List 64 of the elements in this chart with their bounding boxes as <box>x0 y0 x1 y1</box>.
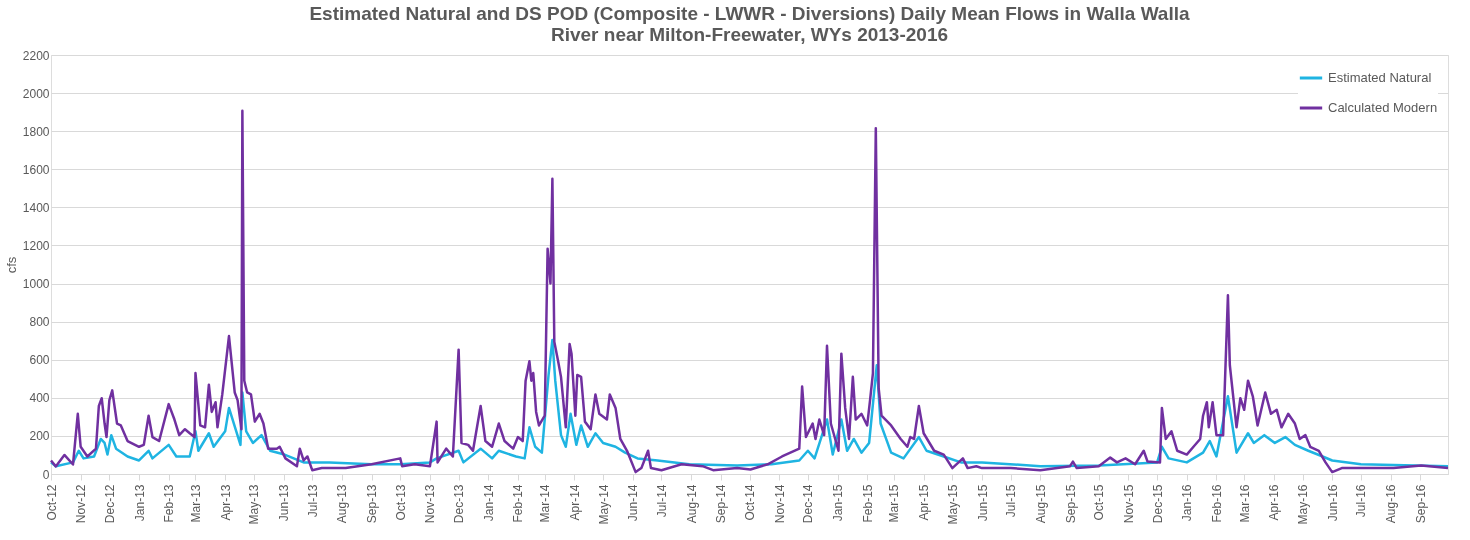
x-tick-label: May-13 <box>247 484 262 525</box>
x-tick-label: Jan-15 <box>831 484 846 522</box>
x-tick-label: Jul-14 <box>654 484 669 518</box>
y-tick-label: 1200 <box>22 238 50 253</box>
y-tick-label: 1400 <box>22 200 50 215</box>
x-tick-label: Oct-15 <box>1092 484 1107 521</box>
x-tick-label: Sep-14 <box>714 484 729 524</box>
x-tick-label: Dec-12 <box>102 484 117 524</box>
x-tick-label: Jul-15 <box>1004 484 1019 518</box>
x-tick-label: May-16 <box>1296 484 1311 525</box>
x-tick-label: Mar-15 <box>887 484 902 523</box>
x-tick-label: Oct-13 <box>393 484 408 521</box>
x-tick-label: Aug-13 <box>335 484 350 524</box>
x-tick-label: Aug-14 <box>684 484 699 524</box>
y-tick-label: 2200 <box>22 48 50 63</box>
x-tick-label: Jan-16 <box>1180 484 1195 522</box>
y-tick-label: 2000 <box>22 86 50 101</box>
x-tick-label: Feb-13 <box>162 484 177 523</box>
x-tick-label: Apr-15 <box>917 484 932 521</box>
x-tick-label: Apr-16 <box>1267 484 1282 521</box>
y-tick-label: 600 <box>29 353 50 368</box>
x-tick-label: Dec-14 <box>801 484 816 524</box>
legend-label: Calculated Modern <box>1328 100 1438 115</box>
x-tick-label: Jan-13 <box>132 484 147 522</box>
x-tick-label: Jun-16 <box>1325 484 1340 522</box>
x-tick-label: Jul-13 <box>305 484 320 518</box>
x-tick-label: Jun-15 <box>975 484 990 522</box>
x-tick-label: Oct-12 <box>44 484 59 521</box>
x-tick-label: Feb-16 <box>1209 484 1224 523</box>
x-tick-label: Apr-13 <box>218 484 233 521</box>
x-tick-label: Nov-15 <box>1121 484 1136 524</box>
x-tick-label: Jan-14 <box>481 484 496 522</box>
x-tick-label: Jul-16 <box>1354 484 1369 518</box>
x-tick-label: Mar-16 <box>1237 484 1252 523</box>
y-tick-label: 1800 <box>22 124 50 139</box>
x-tick-label: Dec-15 <box>1150 484 1165 524</box>
legend-label: Estimated Natural <box>1328 70 1432 85</box>
x-tick-label: Jun-13 <box>277 484 292 522</box>
x-tick-label: Feb-15 <box>860 484 875 523</box>
x-tick-label: Sep-16 <box>1413 484 1428 524</box>
x-tick-label: Nov-13 <box>423 484 438 524</box>
x-tick-label: Mar-14 <box>538 484 553 523</box>
x-tick-label: Mar-13 <box>188 484 203 523</box>
x-tick-label: Jun-14 <box>626 484 641 522</box>
y-axis-title: cfs <box>3 256 19 274</box>
chart-title: Estimated Natural and DS POD (Composite - LWWR - Diversions) Daily Mean Flows in Walla Walla River near Milton-Freewater, WYs 2013-2016 <box>309 3 1190 45</box>
y-tick-label: 1000 <box>22 277 50 292</box>
y-tick-label: 0 <box>42 467 50 482</box>
y-tick-label: 800 <box>29 315 50 330</box>
x-tick-label: Aug-15 <box>1033 484 1048 524</box>
x-tick-label: Sep-13 <box>365 484 380 524</box>
x-tick-label: Feb-14 <box>511 484 526 523</box>
x-tick-label: Nov-14 <box>772 484 787 524</box>
x-tick-label: Dec-13 <box>452 484 467 524</box>
y-tick-label: 200 <box>29 429 50 444</box>
x-tick-label: May-15 <box>945 484 960 525</box>
x-tick-label: Aug-16 <box>1384 484 1399 524</box>
x-tick-label: Nov-12 <box>74 484 89 524</box>
y-tick-label: 400 <box>29 391 50 406</box>
x-tick-label: May-14 <box>596 484 611 525</box>
y-tick-label: 1600 <box>22 162 50 177</box>
x-tick-label: Apr-14 <box>567 484 582 521</box>
x-tick-label: Oct-14 <box>743 484 757 521</box>
x-tick-label: Sep-15 <box>1063 484 1078 524</box>
